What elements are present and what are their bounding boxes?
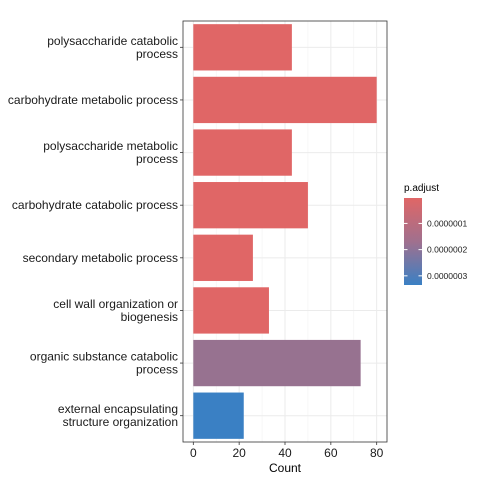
y-tick-label: carbohydrate metabolic process	[8, 93, 178, 107]
legend-ticks: 0.0000001 0.0000002 0.0000003	[404, 218, 467, 281]
bar	[193, 339, 361, 387]
bar	[193, 76, 377, 124]
y-tick-label: carbohydrate catabolic process	[12, 198, 178, 212]
x-tick-label: 0	[190, 446, 197, 460]
bar	[193, 392, 244, 439]
y-tick-label: polysaccharide catabolic	[47, 34, 178, 48]
bar	[193, 287, 269, 334]
bar	[193, 24, 292, 71]
bar	[193, 129, 292, 176]
legend-tick-label: 0.0000003	[427, 271, 467, 281]
x-tick-label: 60	[324, 446, 338, 460]
y-tick-label: biogenesis	[121, 310, 178, 324]
y-tick-label: organic substance catabolic	[30, 350, 178, 364]
legend: p.adjust 0.0000001 0.0000002 0.0000003	[404, 183, 467, 285]
y-tick-label: structure organization	[63, 415, 178, 429]
y-axis-ticks: polysaccharide catabolicprocesscarbohydr…	[8, 34, 183, 429]
y-tick-label: polysaccharide metabolic	[43, 139, 178, 153]
x-axis-ticks: 0 20 40 60 80	[190, 442, 384, 460]
y-tick-label: external encapsulating	[58, 402, 178, 416]
y-tick-label: process	[136, 47, 178, 61]
x-tick-label: 20	[232, 446, 246, 460]
legend-tick-label: 0.0000001	[427, 218, 467, 228]
x-axis-title: Count	[269, 461, 302, 475]
bar	[193, 182, 308, 229]
legend-title: p.adjust	[404, 183, 439, 194]
x-tick-label: 80	[370, 446, 384, 460]
y-tick-label: process	[136, 363, 178, 377]
bars	[193, 24, 377, 439]
bar	[193, 234, 253, 281]
legend-colorbar	[404, 198, 422, 285]
x-tick-label: 40	[278, 446, 292, 460]
y-tick-label: cell wall organization or	[53, 297, 178, 311]
y-tick-label: secondary metabolic process	[23, 251, 178, 265]
y-tick-label: process	[136, 152, 178, 166]
legend-tick-label: 0.0000002	[427, 245, 467, 255]
